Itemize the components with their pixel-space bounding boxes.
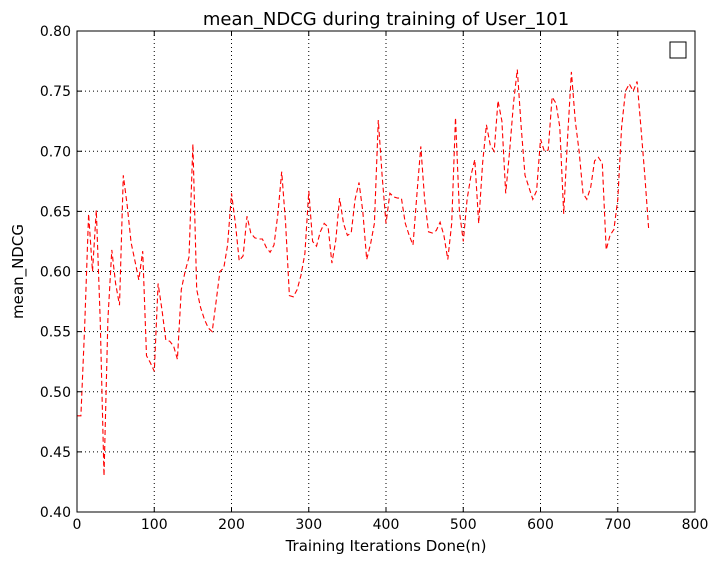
axis-ticks bbox=[76, 30, 696, 513]
y-tick-label: 0.55 bbox=[40, 325, 71, 341]
y-tick-label: 0.50 bbox=[40, 385, 71, 401]
x-tick-label: 400 bbox=[373, 517, 400, 533]
legend bbox=[669, 41, 687, 59]
grid-lines bbox=[77, 31, 695, 512]
chart-title: mean_NDCG during training of User_101 bbox=[203, 9, 569, 30]
legend-box bbox=[669, 41, 687, 59]
axis-tick-labels: 0 100 200 300 400 500 600 700 800 0.40 0.45 0.50 0.5… bbox=[40, 24, 709, 533]
y-tick-label: 0.75 bbox=[40, 84, 71, 100]
x-tick-label: 600 bbox=[527, 517, 554, 533]
y-tick-label: 0.45 bbox=[40, 445, 71, 461]
y-tick-label: 0.65 bbox=[40, 204, 71, 220]
y-tick-label: 0.40 bbox=[40, 505, 71, 521]
x-axis-title: Training Iterations Done(n) bbox=[285, 537, 487, 555]
y-axis-title: mean_NDCG bbox=[9, 224, 28, 319]
x-tick-label: 700 bbox=[604, 517, 631, 533]
x-tick-label: 0 bbox=[73, 517, 82, 533]
y-tick-label: 0.80 bbox=[40, 24, 71, 40]
data-series-layer bbox=[77, 69, 650, 476]
series-line bbox=[77, 69, 650, 476]
x-tick-label: 500 bbox=[450, 517, 477, 533]
y-tick-label: 0.60 bbox=[40, 265, 71, 281]
x-tick-label: 800 bbox=[682, 517, 709, 533]
y-tick-label: 0.70 bbox=[40, 144, 71, 160]
x-tick-label: 300 bbox=[295, 517, 322, 533]
x-tick-label: 200 bbox=[218, 517, 245, 533]
x-tick-label: 100 bbox=[141, 517, 168, 533]
